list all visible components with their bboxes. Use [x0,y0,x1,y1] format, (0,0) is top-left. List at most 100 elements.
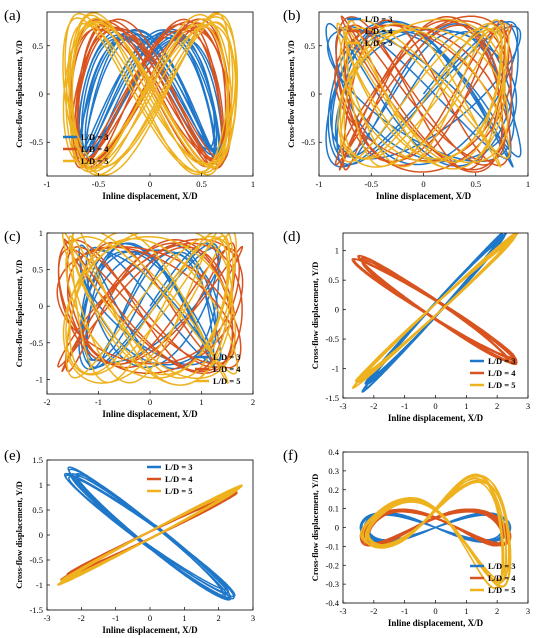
x-axis-label: Inline displacement, X/D [102,191,198,201]
legend-label: L/D = 5 [488,380,516,390]
x-tick-label: 3 [526,606,530,616]
x-tick-label: -3 [43,613,50,623]
x-tick-label: -1 [95,397,102,407]
series-line-5 [61,233,239,386]
y-tick-label: -1.5 [30,605,43,615]
legend-label: L/D = 3 [81,132,109,142]
y-axis-label: Cross-flow displacement, Y/D [286,40,296,147]
x-tick-label: -2 [43,397,50,407]
x-tick-label: -2 [78,613,85,623]
y-tick-label: -1 [332,364,339,374]
legend-label: L/D = 3 [165,462,193,472]
legend-label: L/D = 4 [81,144,109,154]
series-line-3 [63,466,236,601]
x-tick-label: 1 [464,401,468,411]
y-tick-label: 0.2 [328,485,339,495]
panel-label: (f) [283,448,298,464]
plot-area [57,466,243,601]
y-tick-label: -0.3 [326,579,339,589]
x-axis-label: Inline displacement, X/D [102,409,198,419]
x-tick-label: -1 [315,179,322,189]
x-tick-label: 2 [217,613,221,623]
series-line-3 [78,242,222,371]
y-axis-label: Cross-flow displacement, Y/D [14,40,24,147]
x-tick-label: 0 [148,397,152,407]
y-tick-label: 1.5 [32,455,43,465]
x-tick-label: 2 [251,397,255,407]
y-tick-label: 1 [335,246,339,256]
plot-area [325,15,522,173]
y-tick-label: -0.5 [30,338,43,348]
x-tick-label: 0 [433,401,437,411]
y-tick-label: -0.5 [302,137,315,147]
series-line-4 [68,18,232,170]
series-line-4 [351,254,518,366]
panel-1: -1 -0.5 0 0.5 1 -0.5 0 0.5 Inline displacement, … [4,8,255,201]
y-axis-label: Cross-flow displacement, Y/D [310,262,320,369]
legend-label: L/D = 5 [488,585,516,595]
x-tick-label: -3 [339,606,346,616]
series-line-3 [361,233,508,393]
y-tick-label: 0 [335,305,339,315]
y-tick-label: 0.5 [328,275,339,285]
legend-label: L/D = 4 [488,368,516,378]
plot-area [56,233,244,386]
legend-label: L/D = 4 [488,573,516,583]
y-tick-label: 0.3 [328,466,339,476]
series-line-4 [359,508,512,547]
x-tick-label: -3 [339,401,346,411]
x-axis-label: Inline displacement, X/D [388,413,484,423]
y-tick-label: -1.5 [326,393,339,403]
y-tick-label: 0 [311,89,315,99]
x-tick-label: 2 [495,401,499,411]
panel-label: (b) [283,8,301,24]
series-line-3 [359,512,512,543]
y-tick-label: 0.4 [328,447,339,457]
x-tick-label: 0.5 [470,179,481,189]
x-tick-label: -1 [43,179,50,189]
legend-label: L/D = 3 [488,561,516,571]
y-tick-label: -0.1 [326,541,339,551]
x-tick-label: 3 [251,613,255,623]
y-tick-label: -1 [36,580,43,590]
y-axis-label: Cross-flow displacement, Y/D [14,481,24,588]
x-axis-label: Inline displacement, X/D [376,191,472,201]
series-line-5 [352,233,519,389]
plot-area [351,233,519,393]
x-tick-label: -2 [370,401,377,411]
legend-label: L/D = 5 [81,156,109,166]
y-tick-label: 1 [39,228,43,238]
y-tick-label: -0.5 [326,334,339,344]
x-tick-label: -1 [401,401,408,411]
plot-area [62,12,239,176]
legend: L/D = 3 L/D = 4 L/D = 5 [470,356,516,390]
y-tick-label: 0 [335,523,339,533]
panel-label: (c) [4,229,21,245]
panel-2: -1 -0.5 0 0.5 1 -0.5 0 0.5 Inline displacement, … [283,8,530,201]
x-tick-label: 0 [433,606,437,616]
x-tick-label: 0 [421,179,425,189]
x-tick-label: 0.5 [196,179,207,189]
x-axis-label: Inline displacement, X/D [388,618,484,628]
series-line-5 [57,484,243,586]
panel-4: -3 -2 -1 0 1 2 3 -1.5 -1 -0.5 0 0.5 1 Inline displace… [283,229,530,423]
y-tick-label: 0 [39,530,43,540]
legend: L/D = 3 L/D = 4 L/D = 5 [195,352,241,386]
x-tick-label: 1 [251,179,255,189]
legend-label: L/D = 5 [365,38,393,48]
legend-label: L/D = 4 [213,364,241,374]
legend-label: L/D = 3 [213,352,241,362]
y-tick-label: 0.5 [32,41,43,51]
legend-label: L/D = 4 [365,26,393,36]
x-tick-label: 3 [526,401,530,411]
plot-area [359,473,512,590]
panel-label: (d) [283,229,301,245]
y-tick-label: 0 [39,89,43,99]
x-tick-label: 1 [182,613,186,623]
panel-label: (a) [4,8,21,24]
panel-5: -3 -2 -1 0 1 2 3 -1.5 -1 -0.5 0 0.5 1 1.5 Inline displ… [4,448,255,635]
y-tick-label: 0.5 [32,505,43,515]
y-tick-label: -0.2 [326,560,339,570]
panel-6: -3 -2 -1 0 1 2 3 -0.4 -0.3 -0.2 -0.1 0 0.1 0.2 0.3 0.4 I… [283,447,530,628]
